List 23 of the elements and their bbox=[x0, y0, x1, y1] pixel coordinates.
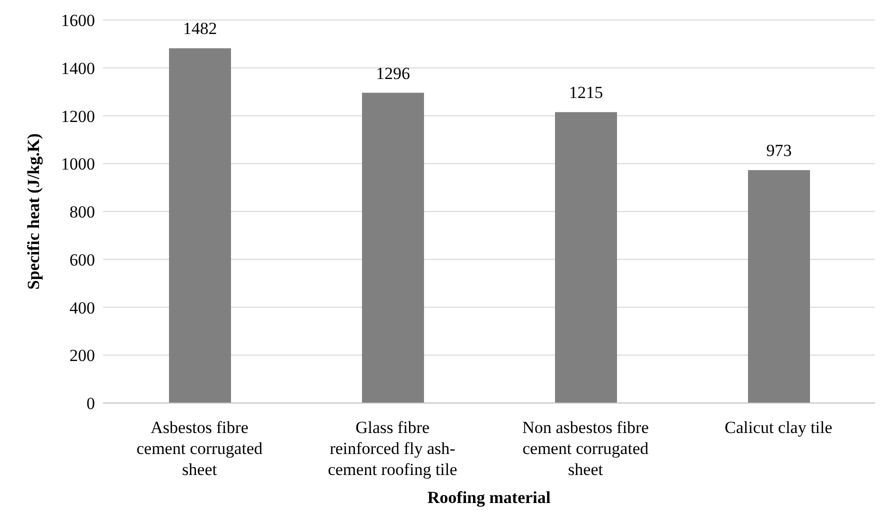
y-tick-label: 600 bbox=[70, 250, 95, 270]
y-tick-label: 1000 bbox=[61, 154, 95, 174]
y-tick-label: 200 bbox=[70, 346, 95, 366]
x-tick-label: Non asbestos fibre cement corrugated sheet bbox=[522, 418, 650, 479]
x-tick-label: Glass fibre reinforced fly ash-cement roofing tile bbox=[328, 418, 458, 479]
x-tick-label: Asbestos fibre cement corrugated sheet bbox=[136, 418, 264, 479]
bar bbox=[169, 48, 231, 403]
y-tick-label: 400 bbox=[70, 298, 95, 318]
y-tick-label: 800 bbox=[70, 202, 95, 222]
y-tick-label: 0 bbox=[86, 394, 95, 414]
y-tick-label: 1600 bbox=[61, 11, 95, 30]
y-tick-label: 1400 bbox=[61, 58, 95, 78]
data-label: 1215 bbox=[569, 83, 603, 102]
data-label: 1296 bbox=[376, 64, 410, 83]
data-label: 973 bbox=[766, 141, 792, 160]
bar bbox=[362, 92, 424, 403]
x-axis-title: Roofing material bbox=[427, 488, 551, 507]
bar bbox=[555, 112, 617, 403]
x-tick-label: Calicut clay tile bbox=[724, 418, 832, 437]
bar bbox=[748, 170, 810, 403]
y-axis-title: Specific heat (J/kg.K) bbox=[24, 133, 44, 290]
data-label: 1482 bbox=[183, 19, 217, 38]
y-tick-label: 1200 bbox=[61, 106, 95, 126]
